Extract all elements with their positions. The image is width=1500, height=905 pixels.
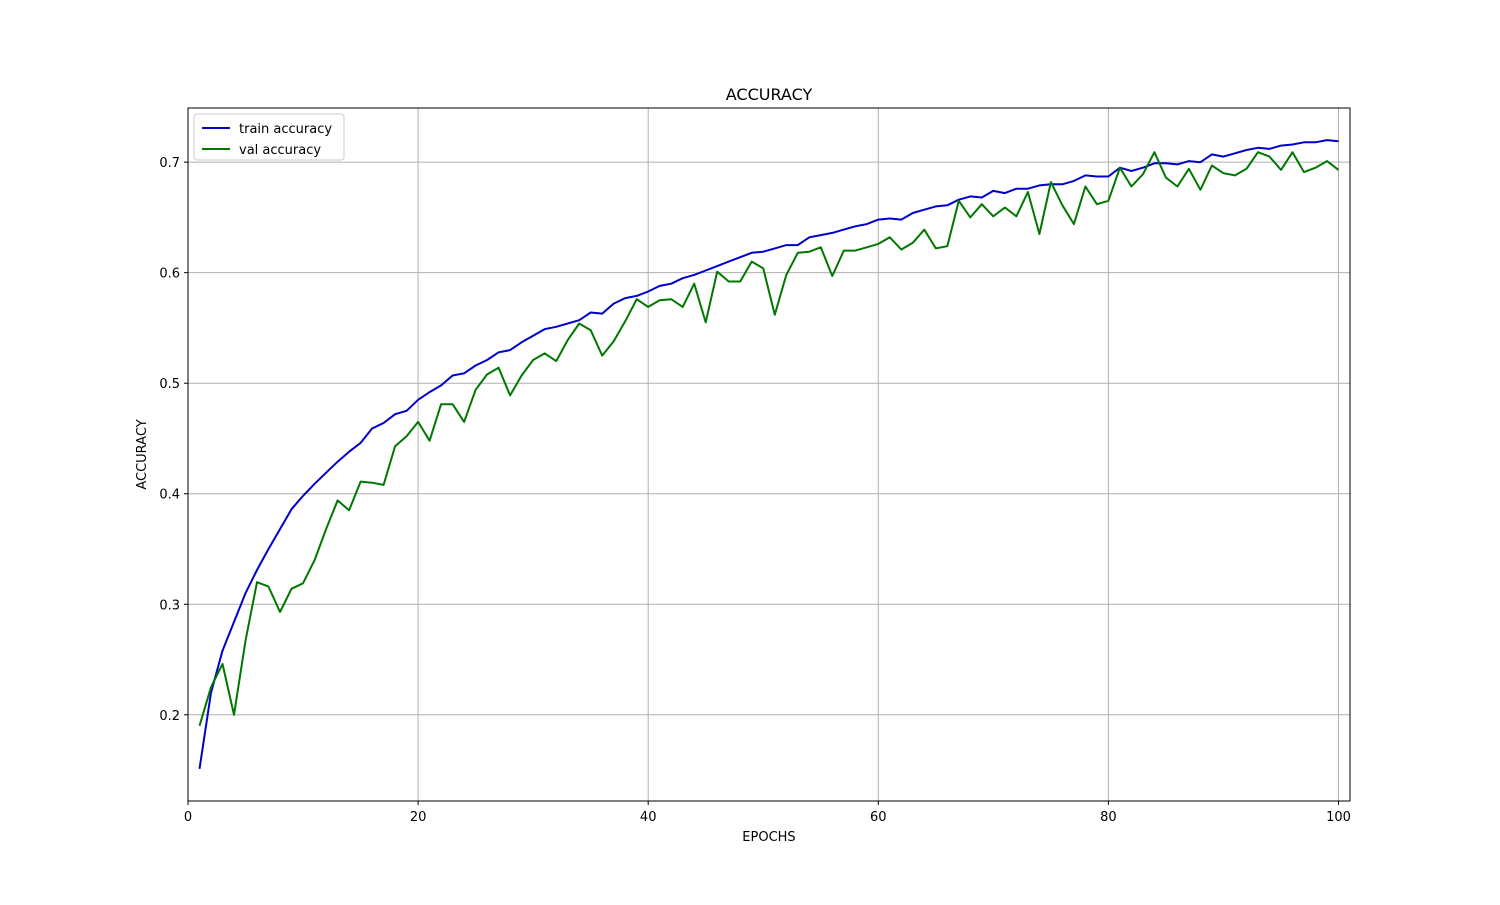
y-tick-label: 0.5	[159, 377, 180, 392]
y-tick-label: 0.2	[159, 709, 180, 724]
x-tick-label: 0	[184, 810, 192, 825]
series-line-1	[198, 151, 1340, 727]
y-axis-label: ACCURACY	[135, 419, 150, 489]
series-line-0	[198, 139, 1339, 770]
x-tick-label: 60	[870, 810, 887, 825]
chart-title: ACCURACY	[726, 85, 813, 104]
legend-label: val accuracy	[239, 143, 321, 158]
y-tick-label: 0.6	[159, 267, 180, 282]
legend-box	[193, 113, 345, 161]
x-tick-label: 100	[1326, 810, 1351, 825]
grid-lines	[187, 108, 1350, 801]
x-axis-label: EPOCHS	[742, 830, 795, 845]
legend-label: train accuracy	[239, 122, 332, 137]
axis-ticks: 0 20 40 60 80 100 0.2 0.3 0.4 0.5 0.6 0.7	[159, 156, 1351, 825]
series-lines	[198, 139, 1340, 770]
plot-area-frame	[187, 107, 1351, 802]
x-tick-label: 20	[410, 810, 427, 825]
x-tick-label: 40	[640, 810, 657, 825]
y-tick-label: 0.7	[159, 156, 180, 171]
y-tick-label: 0.3	[159, 598, 180, 613]
x-tick-label: 80	[1100, 810, 1117, 825]
legend: train accuracy val accuracy	[193, 113, 345, 161]
y-tick-label: 0.4	[159, 488, 180, 503]
